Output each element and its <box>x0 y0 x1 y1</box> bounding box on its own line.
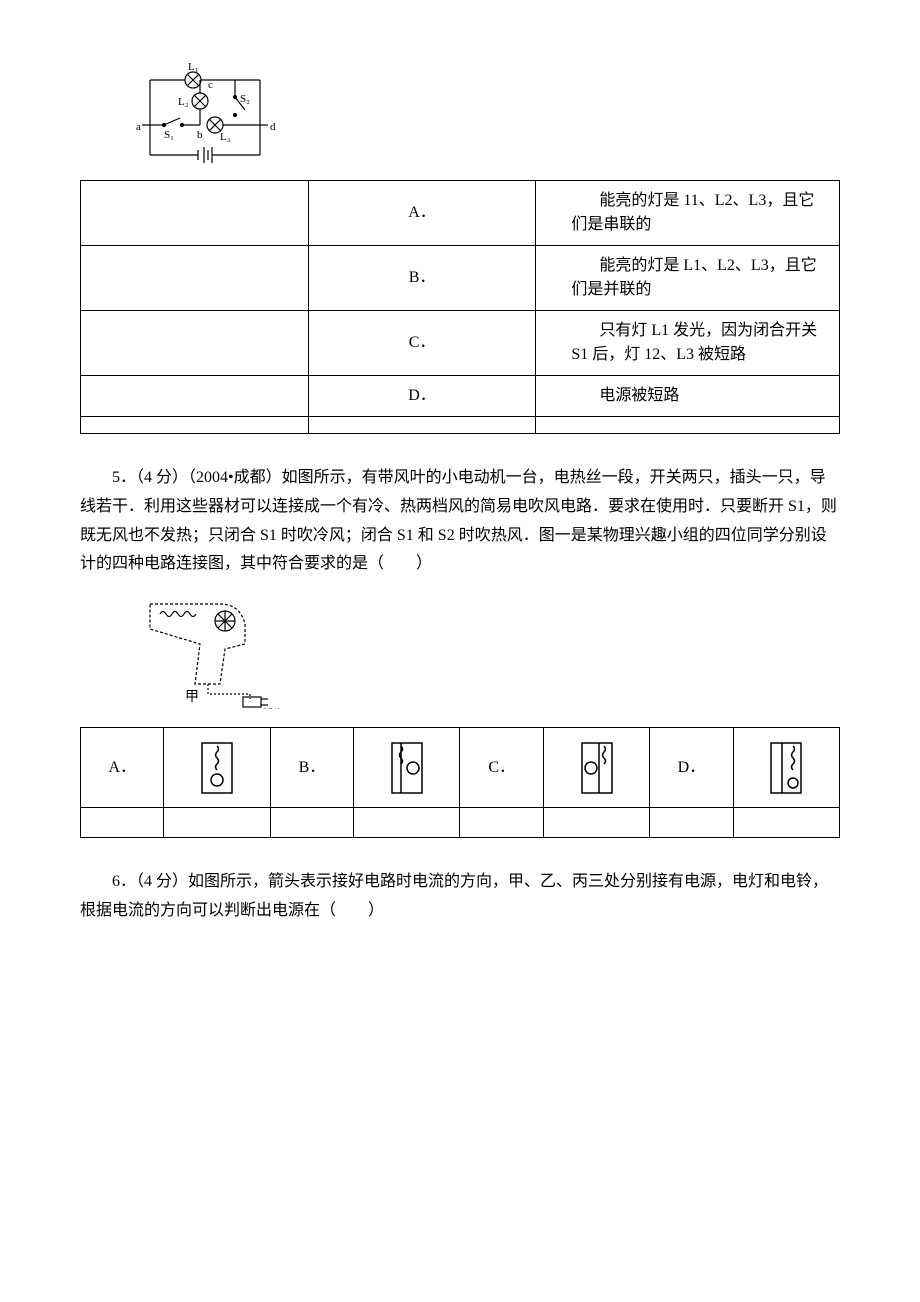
option-text: 电源被短路 <box>536 376 840 417</box>
option-label: A． <box>81 728 164 808</box>
table-row: A． 能亮的灯是 11、L2、L3，且它们是串联的 <box>81 181 840 246</box>
table-cell-blank <box>81 417 309 434</box>
table-cell-blank <box>81 181 309 246</box>
table-row: C． 只有灯 L1 发光，因为闭合开关 S1 后，灯 12、L3 被短路 <box>81 311 840 376</box>
circuit-option-c <box>543 728 649 808</box>
svg-text:S₂: S₂ <box>240 93 250 105</box>
option-label: D． <box>308 376 536 417</box>
q5-options-table: A． B． C． <box>80 727 840 838</box>
svg-text:c: c <box>208 79 213 91</box>
q5-text: 5．（4 分）（2004•成都）如图所示，有带风叶的小电动机一台，电热丝一段，开… <box>80 464 840 579</box>
table-row: B． 能亮的灯是 L1、L2、L3，且它们是并联的 <box>81 246 840 311</box>
svg-text:d: d <box>270 121 276 133</box>
q6-text: 6．（4 分）如图所示，箭头表示接好电路时电流的方向，甲、乙、丙三处分别接有电源… <box>80 868 840 926</box>
q5-hairdryer-figure: 甲 插头 <box>130 589 840 717</box>
table-cell-blank <box>536 417 840 434</box>
option-label: C． <box>460 728 543 808</box>
option-label: B． <box>308 246 536 311</box>
table-cell-blank <box>81 311 309 376</box>
option-text: 能亮的灯是 L1、L2、L3，且它们是并联的 <box>536 246 840 311</box>
svg-text:a: a <box>136 121 141 133</box>
table-cell-blank <box>354 808 460 838</box>
table-cell-blank <box>81 376 309 417</box>
table-cell-blank <box>733 808 839 838</box>
table-row: A． B． C． <box>81 728 840 808</box>
option-label: A． <box>308 181 536 246</box>
svg-text:L₃: L₃ <box>220 131 231 143</box>
table-row <box>81 417 840 434</box>
option-label: C． <box>308 311 536 376</box>
circuit-option-d <box>733 728 839 808</box>
option-text: 能亮的灯是 11、L2、L3，且它们是串联的 <box>536 181 840 246</box>
table-row <box>81 808 840 838</box>
option-label: D． <box>650 728 733 808</box>
circuit-option-b <box>354 728 460 808</box>
table-cell-blank <box>543 808 649 838</box>
q4-options-table: A． 能亮的灯是 11、L2、L3，且它们是串联的 B． 能亮的灯是 L1、L2… <box>80 180 840 434</box>
table-row: D． 电源被短路 <box>81 376 840 417</box>
option-label: B． <box>270 728 353 808</box>
q4-circuit-diagram: L₁ a S₁ b L₃ d c <box>130 60 280 170</box>
table-cell-blank <box>650 808 733 838</box>
circuit-option-a <box>164 728 270 808</box>
table-cell-blank <box>81 246 309 311</box>
option-text: 只有灯 L1 发光，因为闭合开关 S1 后，灯 12、L3 被短路 <box>536 311 840 376</box>
svg-text:甲: 甲 <box>185 690 199 705</box>
svg-text:L₁: L₁ <box>188 61 199 73</box>
table-cell-blank <box>270 808 353 838</box>
svg-text:S₁: S₁ <box>164 129 174 141</box>
svg-text:b: b <box>197 129 203 141</box>
svg-text:插头: 插头 <box>263 707 283 709</box>
table-cell-blank <box>81 808 164 838</box>
svg-text:L₂: L₂ <box>178 96 189 108</box>
table-cell-blank <box>164 808 270 838</box>
table-cell-blank <box>308 417 536 434</box>
table-cell-blank <box>460 808 543 838</box>
